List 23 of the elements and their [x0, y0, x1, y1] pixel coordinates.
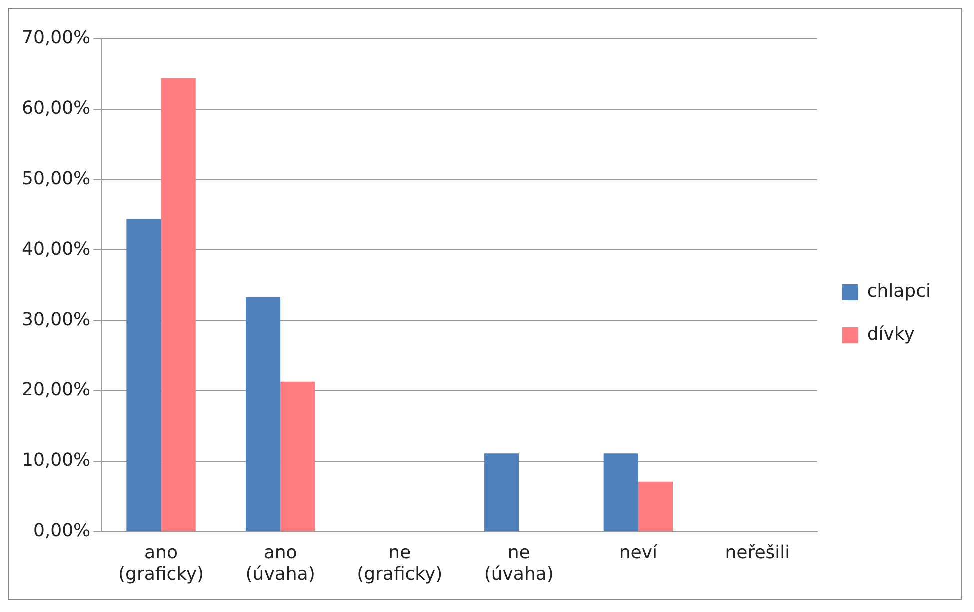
bar [484, 454, 520, 532]
x-tick-label: ne (graficky) [357, 542, 443, 585]
bar [638, 482, 674, 532]
x-tick-label: ano (úvaha) [246, 542, 316, 585]
x-tick-label: neví [619, 542, 658, 564]
bar [126, 219, 162, 532]
legend-label: chlapci [867, 281, 932, 302]
bar [161, 78, 196, 532]
y-tick-label: 60,00% [22, 98, 91, 120]
bar [604, 454, 638, 532]
bar [280, 382, 316, 532]
y-tick-label: 30,00% [22, 309, 91, 330]
y-tick-label: 50,00% [22, 168, 91, 190]
y-tick-label: 40,00% [22, 238, 91, 260]
x-tick-label: ano (graficky) [118, 542, 204, 585]
y-tick-label: 20,00% [22, 380, 91, 401]
y-tick-label: 70,00% [22, 28, 91, 49]
x-tick-label: neřešili [725, 542, 790, 564]
legend-label: dívky [867, 324, 916, 346]
y-tick-label: 10,00% [22, 450, 91, 472]
y-tick-label: 0,00% [33, 520, 91, 542]
x-tick-label: ne (úvaha) [484, 542, 554, 585]
bar [246, 297, 281, 532]
